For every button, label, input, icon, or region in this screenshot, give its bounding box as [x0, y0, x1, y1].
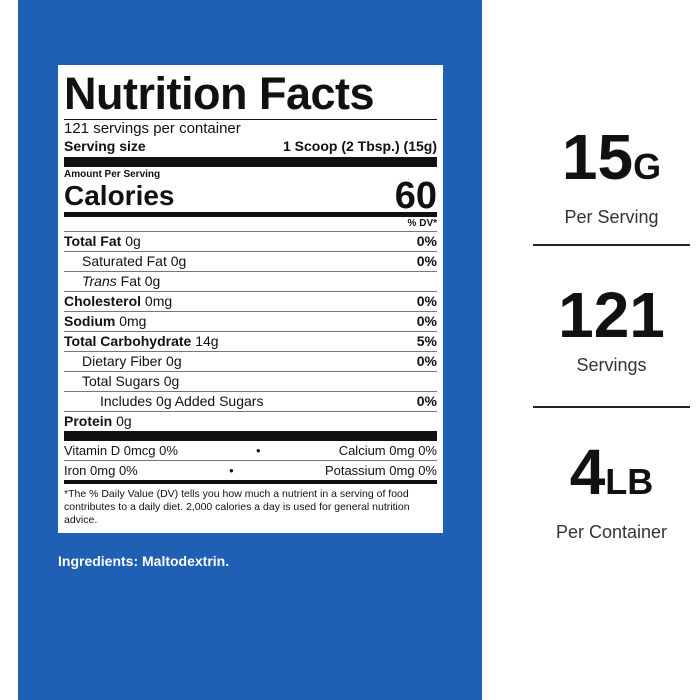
nutrient-dv: 0% [416, 253, 437, 269]
vitamin-amount: 0mg [90, 463, 116, 478]
vitamin-dv: 0% [159, 443, 178, 458]
nutrient: Total Carbohydrate 14g [64, 332, 219, 351]
vitamin: Calcium 0mg 0% [339, 441, 437, 460]
stat-caption: Per Container [555, 522, 668, 542]
nutrient-name: Includes 0g Added Sugars [100, 393, 264, 409]
dv-header: % DV* [64, 217, 437, 232]
bullet: • [229, 463, 234, 478]
nutrient-row: Saturated Fat 0g 0% [64, 252, 437, 272]
footnote: *The % Daily Value (DV) tells you how mu… [64, 488, 410, 526]
nutrient: Includes 0g Added Sugars [64, 392, 263, 411]
vitamin-row: Iron 0mg 0% • Potassium 0mg 0% [64, 461, 437, 484]
vitamin: Iron 0mg 0% [64, 461, 138, 480]
nutrient-italic: Trans [82, 273, 117, 289]
vitamin-amount: 0mg [389, 463, 415, 478]
servings: 121 servings per container [64, 120, 241, 137]
nutrient: Total Sugars 0g [64, 372, 179, 391]
nutrient-row: Protein 0g [64, 412, 437, 441]
vitamin-name: Iron [64, 463, 87, 478]
stat-number: 15 [561, 121, 634, 193]
nutrient-name: Fat [120, 273, 141, 289]
nutrient: Sodium 0mg [64, 312, 146, 331]
stat-unit: LB [605, 461, 654, 502]
vitamin-amount: 0mg [389, 443, 415, 458]
nutrient-amount: 14g [195, 333, 219, 349]
separator [533, 244, 690, 246]
nutrient-row: Cholesterol 0mg 0% [64, 292, 437, 312]
vitamin-dv: 0% [418, 463, 437, 478]
nutrient-amount: 0g [170, 253, 187, 269]
stat-value: 121 [533, 283, 690, 347]
nutrition-label: Nutrition Facts 121 servings per contain… [58, 65, 443, 533]
stat-caption: Per Serving [564, 207, 659, 227]
nutrient: Saturated Fat 0g [64, 252, 186, 271]
nutrient: Total Fat 0g [64, 232, 141, 251]
separator [533, 406, 690, 408]
nutrient-amount: 0g [166, 353, 182, 369]
vitamin: Potassium 0mg 0% [325, 461, 437, 480]
nutrient-name: Total Sugars [82, 373, 160, 389]
vitamin-dv: 0% [118, 463, 138, 478]
nutrient-amount: 0g [144, 273, 161, 289]
nutrient-dv: 0% [416, 393, 437, 409]
nutrient-row: Dietary Fiber 0g 0% [64, 352, 437, 372]
nutrient-name: Sodium [64, 313, 116, 329]
vitamin-row: Vitamin D 0mcg 0% • Calcium 0mg 0% [64, 441, 437, 461]
nutrient-dv: 5% [416, 333, 437, 349]
label-title: Nutrition Facts [64, 69, 437, 120]
nutrient-amount: 0mg [144, 293, 173, 309]
vitamin-name: Calcium [338, 443, 386, 458]
stat: 4LB Per Container [533, 440, 690, 543]
stat: 15G Per Serving [533, 125, 690, 228]
nutrient: Protein 0g [64, 412, 132, 431]
ingredients: Ingredients: Maltodextrin. [58, 553, 230, 569]
serving-size-value: 1 Scoop (2 Tbsp.) (15g) [282, 138, 437, 154]
nutrient-name: Cholesterol [64, 293, 142, 309]
vitamin-name: Potassium [324, 463, 386, 478]
stat-value: 15G [533, 125, 690, 199]
nutrient-name: Dietary Fiber [82, 353, 163, 369]
nutrient-name: Protein [64, 413, 113, 429]
stat-value: 4LB [533, 440, 690, 514]
nutrient-amount: 0g [125, 233, 141, 249]
nutrient-row: Sodium 0mg 0% [64, 312, 437, 332]
nutrient-dv: 0% [416, 293, 437, 309]
nutrient-row: Total Sugars 0g [64, 372, 437, 392]
nutrient-dv: 0% [416, 313, 437, 329]
nutrient-row: Trans Fat 0g [64, 272, 437, 292]
nutrient: Cholesterol 0mg [64, 292, 172, 311]
nutrient: Dietary Fiber 0g [64, 352, 182, 371]
nutrient-dv: 0% [416, 353, 437, 369]
nutrient-rows: Total Fat 0g 0% Saturated Fat 0g 0% Trans Fa… [64, 232, 437, 441]
nutrient-name: Saturated Fat [82, 253, 167, 269]
amount-per-serving: Amount Per Serving [64, 169, 161, 180]
nutrient: Trans Fat 0g [64, 272, 160, 291]
nutrient-name: Total Fat [64, 233, 122, 249]
vitamin-name: Vitamin D [64, 443, 121, 458]
nutrient-row: Total Carbohydrate 14g 5% [64, 332, 437, 352]
stat-unit: G [633, 146, 662, 187]
nutrient-row: Includes 0g Added Sugars 0% [64, 392, 437, 412]
calories-value: 60 [394, 175, 437, 217]
stat-number: 121 [558, 279, 665, 351]
vitamin-rows: Vitamin D 0mcg 0% • Calcium 0mg 0% Iron 0mg… [64, 441, 437, 484]
nutrient-row: Total Fat 0g 0% [64, 232, 437, 252]
nutrient-amount: 0g [163, 373, 180, 389]
calories: Calories 60 [64, 175, 437, 217]
bullet: • [256, 443, 261, 458]
stat-number: 4 [569, 436, 606, 508]
nutrient-amount: 0mg [119, 313, 147, 329]
stat: 121 Servings [533, 283, 690, 376]
nutrient-amount: 0g [116, 413, 132, 429]
serving-size-label: Serving size [64, 138, 146, 154]
calories-label: Calories [64, 180, 175, 211]
nutrient-dv: 0% [416, 233, 437, 249]
nutrient-name: Total Carbohydrate [64, 333, 192, 349]
vitamin-amount: 0mcg [123, 443, 156, 458]
vitamin: Vitamin D 0mcg 0% [64, 441, 178, 460]
vitamin-dv: 0% [418, 443, 437, 458]
stat-caption: Servings [576, 355, 647, 375]
serving-size: Serving size 1 Scoop (2 Tbsp.) (15g) [64, 138, 437, 167]
